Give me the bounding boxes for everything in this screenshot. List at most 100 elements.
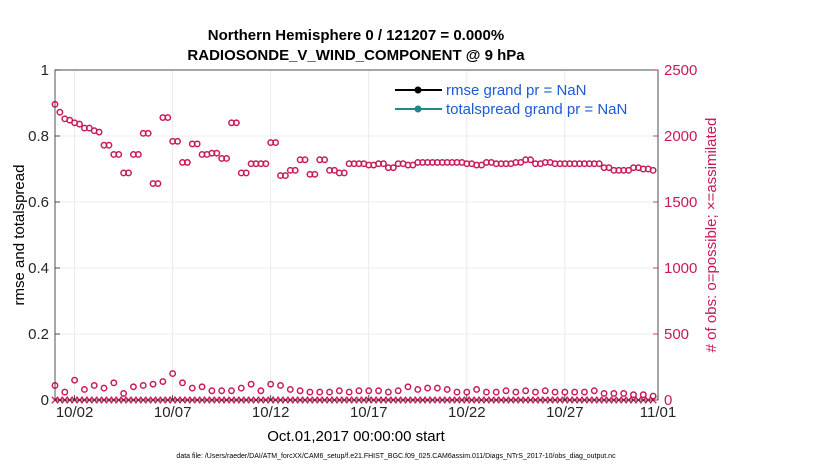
obs-possible-point [463, 388, 471, 396]
obs-possible-point [473, 385, 481, 393]
obs-possible-point [335, 387, 343, 395]
obs-possible-point [56, 108, 64, 116]
obs-possible-point [340, 169, 348, 177]
obs-possible-point [311, 170, 319, 178]
right-tick-label: 500 [664, 326, 689, 343]
obs-possible-point [169, 370, 177, 378]
obs-possible-point [414, 385, 422, 393]
obs-possible-point [154, 180, 162, 187]
obs-possible-point [561, 388, 569, 396]
obs-possible-point [345, 388, 353, 396]
obs-possible-point [394, 387, 402, 395]
obs-possible-point [375, 387, 383, 395]
obs-possible-point [164, 114, 172, 121]
obs-possible-point [76, 120, 83, 128]
obs-possible-point [61, 388, 69, 396]
y-axis-label-right: # of obs: o=possible; ×=assimilated [703, 118, 720, 353]
obs-possible-point [100, 384, 108, 392]
obs-possible-point [443, 385, 451, 393]
obs-possible-point [71, 376, 79, 384]
obs-possible-point [649, 392, 657, 400]
obs-possible-point [301, 156, 309, 164]
obs-possible-point [630, 391, 637, 399]
right-tick-label: 2000 [664, 128, 697, 145]
data-file-footnote: data file: /Users/raeder/DAI/ATM_forcXX/… [176, 453, 616, 460]
legend-rmse-label: rmse grand pr = NaN [446, 82, 586, 99]
legend-spread-label: totalspread grand pr = NaN [446, 101, 627, 118]
obs-possible-point [267, 380, 275, 388]
obs-possible-point [247, 380, 255, 388]
obs-possible-point [433, 384, 441, 392]
obs-possible-point [179, 379, 186, 387]
obs-possible-point [110, 379, 118, 387]
obs-possible-point [125, 169, 132, 177]
obs-possible-point [453, 388, 461, 396]
legend-rmse-marker [414, 86, 422, 94]
obs-possible-point [174, 137, 182, 145]
obs-possible-point [620, 389, 628, 397]
obs-possible-point [115, 151, 123, 158]
plot-frame [54, 69, 659, 401]
obs-possible-point [610, 389, 618, 397]
obs-possible-point [272, 139, 280, 147]
obs-possible-point [512, 388, 520, 396]
obs-possible-point [581, 388, 588, 396]
obs-possible-point [522, 387, 530, 395]
obs-possible-point [571, 388, 579, 396]
obs-possible-point [198, 383, 206, 391]
obs-possible-point [424, 384, 432, 392]
obs-possible-point [551, 388, 559, 396]
obs-possible-point [228, 387, 235, 395]
x-axis: 10/02 10/07 10/12 10/17 10/22 10/27 11/01 [56, 395, 676, 421]
obs-possible-point [223, 154, 231, 162]
left-tick-label: 1 [41, 62, 49, 79]
left-tick-label: 0.2 [28, 326, 49, 343]
obs-possible-point [316, 388, 324, 396]
obs-possible-point [291, 166, 299, 174]
obs-possible-point [208, 387, 216, 395]
right-axis: 0 500 1000 1500 2000 2500 [653, 62, 697, 409]
obs-possible-point [120, 389, 128, 397]
obs-possible-point [286, 385, 294, 393]
right-tick-label: 1500 [664, 194, 697, 211]
obs-possible-point [277, 382, 284, 389]
obs-possible-point [384, 388, 392, 396]
x-tick-label: 10/02 [56, 404, 94, 421]
obs-possible-point [139, 382, 147, 389]
obs-possible-point [183, 158, 191, 166]
x-axis-label: Oct.01,2017 00:00:00 start [267, 428, 445, 445]
obs-possible-point [144, 129, 152, 137]
right-tick-label: 2500 [664, 62, 697, 79]
chart-title-line2: RADIOSONDE_V_WIND_COMPONENT @ 9 hPa [187, 47, 525, 64]
obs-possible-point [531, 388, 539, 396]
obs-possible-point [257, 387, 265, 395]
obs-possible-point [80, 385, 88, 393]
obs-possible-point [482, 388, 490, 396]
legend: rmse grand pr = NaN totalspread grand pr… [395, 82, 627, 118]
obs-possible-point [105, 141, 113, 149]
left-tick-label: 0.6 [28, 194, 49, 211]
obs-possible-point [404, 383, 412, 391]
obs-possible-point [380, 160, 387, 168]
obs-possible-point [639, 391, 647, 399]
y-axis-label-left: rmse and totalspread [11, 165, 28, 306]
obs-possible-point [149, 380, 157, 388]
obs-possible-point [527, 156, 534, 164]
obs-possible-point [590, 387, 598, 395]
obs-possible-point [326, 388, 333, 396]
obs-possible-point [492, 388, 500, 396]
left-axis: 0 0.2 0.4 0.6 0.8 1 [28, 62, 60, 409]
obs-possible-point [389, 164, 397, 172]
obs-possible-point [242, 169, 250, 177]
obs-possible-point [188, 384, 196, 392]
obs-possible-point [262, 160, 270, 168]
left-tick-label: 0.4 [28, 260, 49, 277]
obs-possible-point [296, 387, 304, 395]
x-tick-label: 10/12 [252, 404, 290, 421]
obs-possible-point [649, 166, 657, 174]
x-tick-label: 10/22 [448, 404, 486, 421]
legend-spread-marker [414, 105, 422, 113]
obs-possible-point [95, 128, 103, 136]
obs-possible-point [541, 387, 549, 395]
